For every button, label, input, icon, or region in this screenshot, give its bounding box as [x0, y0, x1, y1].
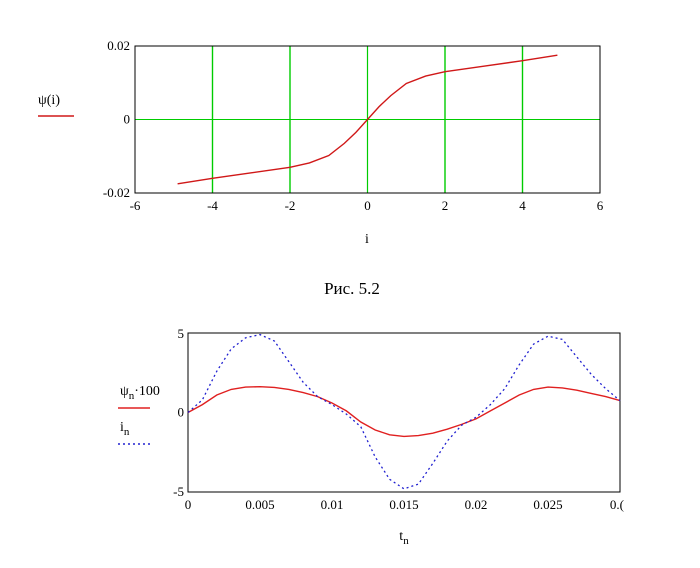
x-tick-label: 0	[364, 198, 371, 213]
x-tick-label: -6	[130, 198, 141, 213]
series-line-psi-n	[187, 385, 621, 438]
x-tick-label: 0.015	[389, 497, 418, 512]
y-tick-label: 0.02	[107, 38, 130, 53]
x-tick-label: 0.01	[321, 497, 344, 512]
legend-psi-suffix: ·100	[134, 384, 160, 399]
plot-frame	[187, 332, 621, 493]
series-line-i-n	[187, 333, 621, 490]
x-tick-label: 4	[519, 198, 526, 213]
x-tick-label: 0.005	[245, 497, 274, 512]
series-line-psi	[177, 54, 558, 185]
x-axis-label: tn	[399, 529, 409, 547]
legend-psi-sub: n	[129, 390, 135, 402]
legend-label-psi: ψ(i)	[38, 93, 60, 108]
x-tick-labels: -6 -4 -2 0 2 4 6	[130, 198, 604, 213]
y-tick-label: -5	[173, 484, 184, 499]
x-axis-label: i	[365, 232, 369, 247]
legend-label-i-n: in	[120, 420, 130, 438]
legend-label-psi-n: ψn·100	[120, 384, 160, 402]
legend-i-sub: n	[124, 426, 130, 438]
x-axis-label-base: t	[399, 529, 403, 544]
x-tick-label: 6	[597, 198, 604, 213]
legend-psi-base: ψ	[120, 384, 129, 399]
y-tick-label: -0.02	[103, 185, 130, 200]
psi-of-i-chart: -6 -4 -2 0 2 4 6 0.02 0 -0.02 ψ(i) i	[38, 38, 604, 247]
x-tick-label: 0.(	[610, 497, 624, 512]
figure-caption: Рис. 5.2	[324, 279, 380, 298]
y-tick-labels: 5 0 -5	[173, 326, 184, 499]
x-tick-label: 2	[442, 198, 449, 213]
legend: ψn·100 in	[118, 384, 160, 445]
legend-i-base: i	[120, 420, 124, 435]
x-tick-labels: 0 0.005 0.01 0.015 0.02 0.025 0.(	[185, 497, 624, 512]
plot-frame	[134, 45, 601, 194]
y-tick-label: 0	[178, 405, 185, 420]
x-tick-label: 0.025	[533, 497, 562, 512]
x-tick-label: 0	[185, 497, 192, 512]
x-tick-label: -2	[285, 198, 296, 213]
y-tick-label: 5	[178, 326, 185, 341]
x-tick-label: 0.02	[465, 497, 488, 512]
y-tick-labels: 0.02 0 -0.02	[103, 38, 130, 200]
x-tick-label: -4	[207, 198, 218, 213]
x-axis-label-sub: n	[403, 535, 409, 547]
time-series-chart: 0 0.005 0.01 0.015 0.02 0.025 0.( 50-5 ψn·100 …	[118, 326, 624, 547]
y-tick-label: 0	[124, 112, 131, 127]
